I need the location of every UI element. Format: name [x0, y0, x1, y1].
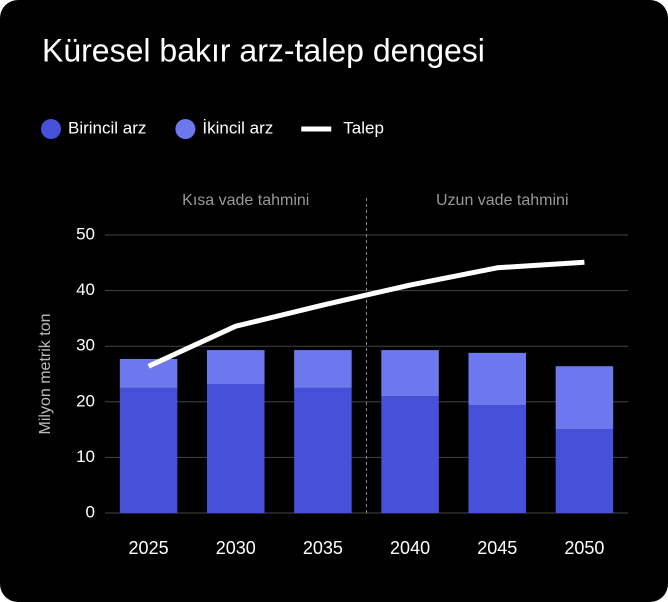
- x-tick-label: 2030: [216, 538, 256, 558]
- bar: [468, 405, 527, 513]
- legend-marker: [175, 119, 196, 139]
- legend-label: İkincil arz: [202, 118, 273, 137]
- bar: [555, 366, 614, 430]
- bar: [206, 350, 265, 385]
- y-axis-label: Milyon metrik ton: [37, 314, 54, 435]
- y-tick-label: 10: [76, 447, 95, 466]
- bar: [206, 384, 265, 513]
- bar: [381, 350, 439, 397]
- annotation: Uzun vade tahmini: [436, 192, 569, 209]
- x-tick-label: 2040: [390, 538, 430, 558]
- y-tick-label: 0: [86, 502, 95, 521]
- bar: [381, 396, 439, 513]
- y-tick-label: 20: [76, 391, 95, 410]
- bar: [294, 387, 352, 513]
- x-tick-label: 2025: [129, 538, 169, 558]
- annotation: Kısa vade tahmini: [182, 192, 309, 209]
- bar: [119, 387, 178, 513]
- line: [147, 259, 585, 369]
- chart-title: Küresel bakır arz-talep dengesi: [42, 32, 485, 68]
- legend-marker: [41, 119, 61, 139]
- legend-label: Talep: [343, 118, 384, 137]
- x-tick-label: 2050: [564, 538, 604, 558]
- bar: [119, 358, 178, 388]
- x-tick-label: 2045: [477, 538, 517, 558]
- bar: [555, 429, 614, 513]
- bar: [468, 352, 527, 406]
- legend-label: Birincil arz: [68, 118, 146, 137]
- y-tick-label: 30: [76, 336, 95, 355]
- bar: [294, 350, 352, 388]
- y-tick-label: 50: [76, 224, 95, 243]
- y-tick-label: 40: [76, 280, 95, 299]
- x-tick-label: 2035: [303, 538, 343, 558]
